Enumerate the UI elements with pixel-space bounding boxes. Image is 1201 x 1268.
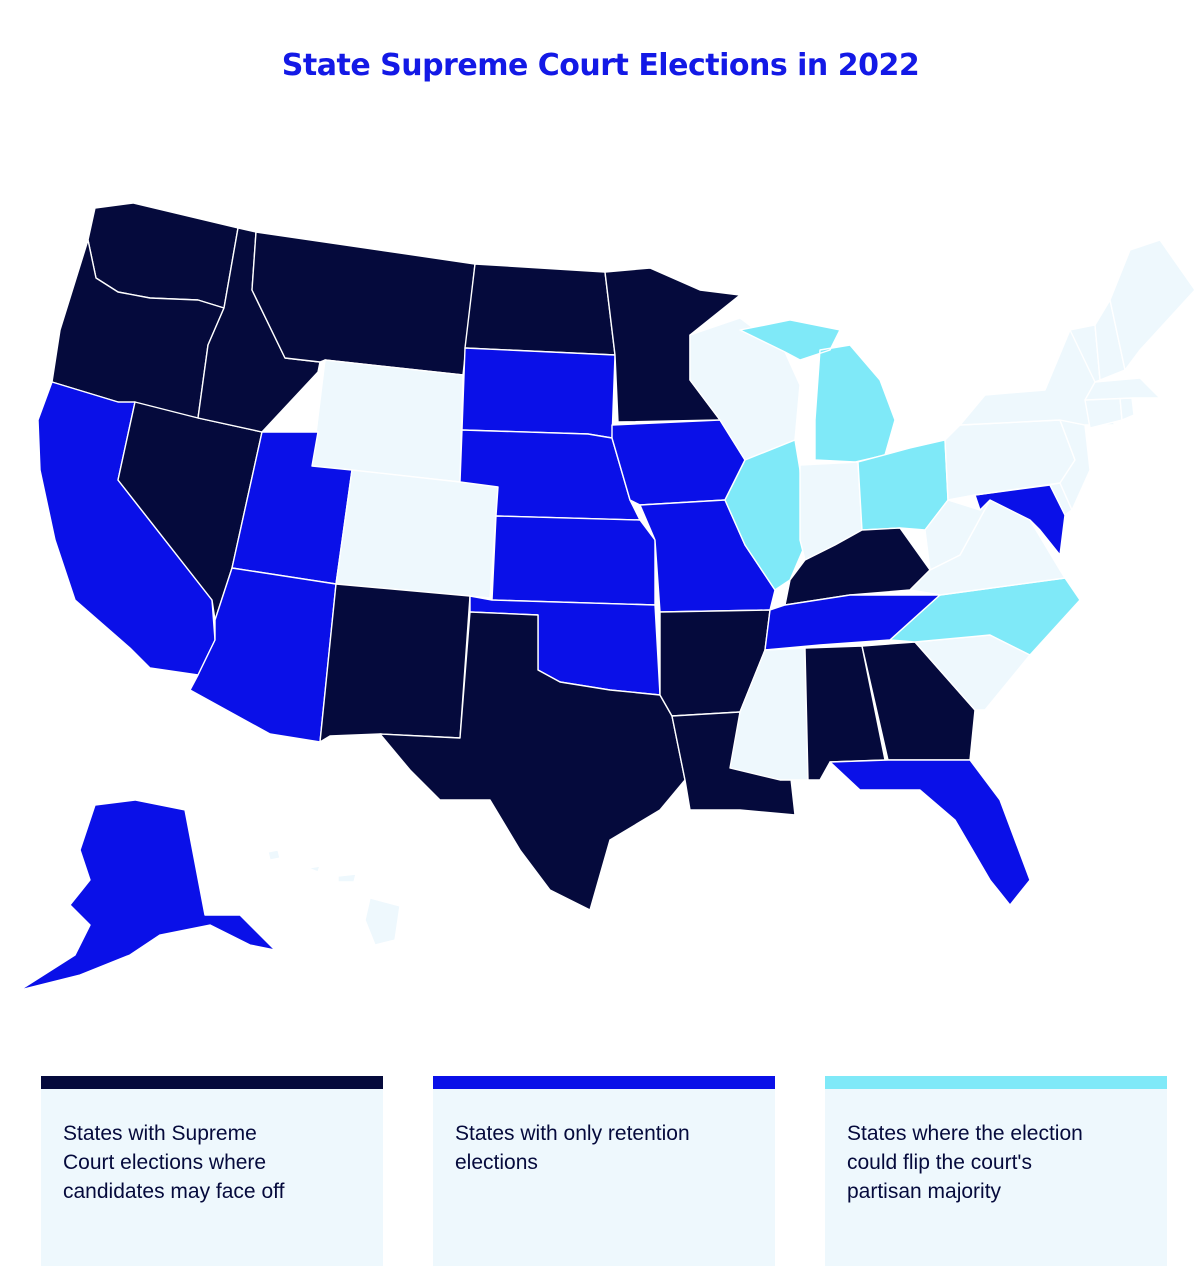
state-georgia xyxy=(861,641,976,761)
state-rhode-island xyxy=(1119,397,1135,421)
state-alaska xyxy=(19,799,276,991)
state-massachusetts xyxy=(1084,377,1161,401)
us-map xyxy=(19,202,1196,991)
page-title: State Supreme Court Elections in 2022 xyxy=(281,48,920,83)
state-new-mexico xyxy=(319,583,471,743)
state-iowa xyxy=(611,419,746,506)
state-florida xyxy=(829,759,1031,906)
legend-swatch-retention xyxy=(433,1076,775,1089)
legend-label-contested: States with Supreme Court elections wher… xyxy=(63,1122,285,1203)
legend-label-flip: States where the election could flip the… xyxy=(847,1122,1083,1203)
legend-item-retention: States with only retention elections xyxy=(433,1076,775,1266)
legend-item-flip: States where the election could flip the… xyxy=(825,1076,1167,1266)
state-south-dakota xyxy=(461,347,616,439)
legend-label-retention: States with only retention elections xyxy=(455,1122,690,1174)
state-colorado xyxy=(335,469,499,599)
state-wyoming xyxy=(311,359,464,483)
state-connecticut xyxy=(1084,397,1123,429)
state-maine xyxy=(1109,239,1196,371)
legend-swatch-flip xyxy=(825,1076,1167,1089)
state-kansas xyxy=(491,515,656,606)
state-hawaii xyxy=(267,849,401,946)
state-north-dakota xyxy=(464,263,616,356)
state-texas xyxy=(379,611,686,911)
legend-swatch-contested xyxy=(41,1076,383,1089)
legend-item-contested: States with Supreme Court elections wher… xyxy=(41,1076,383,1266)
state-montana xyxy=(251,231,476,376)
